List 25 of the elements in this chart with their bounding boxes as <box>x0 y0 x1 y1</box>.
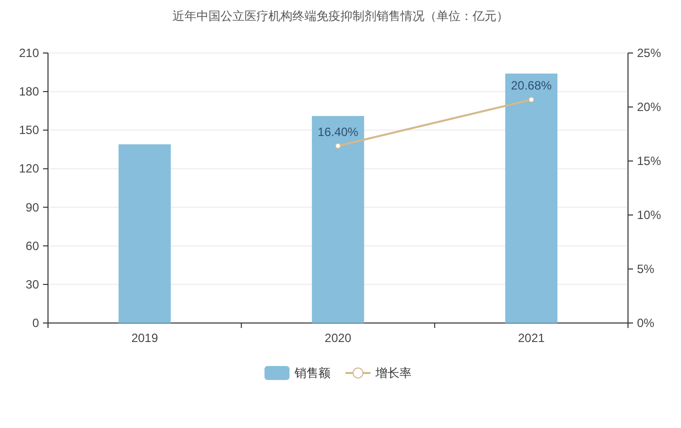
bar <box>505 74 558 323</box>
x-tick-label: 2020 <box>324 331 352 345</box>
legend-label: 增长率 <box>374 366 412 380</box>
y-tick-label: 150 <box>18 123 40 138</box>
y2-tick-label: 0% <box>637 316 655 330</box>
legend-label: 销售额 <box>294 366 330 380</box>
y2-tick-label: 10% <box>637 208 662 222</box>
bar <box>312 116 364 323</box>
chart-title: 近年中国公立医疗机构终端免疫抑制剂销售情况（单位：亿元） <box>172 9 508 23</box>
y-tick-label: 60 <box>26 238 40 253</box>
y2-tick-label: 15% <box>637 154 662 168</box>
y-tick-label: 90 <box>26 200 40 214</box>
y2-tick-label: 20% <box>637 100 662 114</box>
x-tick-label: 2019 <box>131 331 158 345</box>
y-tick-label: 30 <box>26 277 40 292</box>
y-tick-label: 180 <box>18 84 40 99</box>
x-tick-label: 2021 <box>518 331 546 345</box>
y-tick-label: 210 <box>18 46 40 60</box>
y-tick-label: 0 <box>32 316 40 330</box>
data-label: 20.68% <box>510 78 552 93</box>
y2-tick-label: 5% <box>637 262 655 276</box>
bar <box>118 144 171 323</box>
y-tick-label: 120 <box>18 162 40 176</box>
y2-tick-label: 25% <box>637 46 662 60</box>
data-label: 16.40% <box>318 124 359 139</box>
